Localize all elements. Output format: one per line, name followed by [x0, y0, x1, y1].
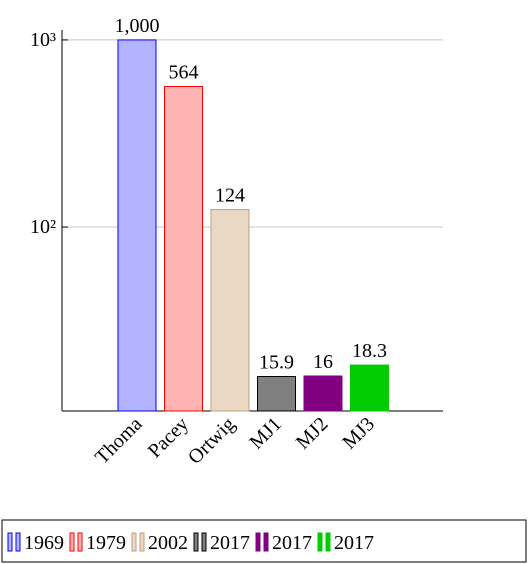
legend-label: 1969 [24, 532, 64, 554]
value-label: 15.9 [259, 352, 294, 374]
legend-swatch [131, 532, 137, 552]
value-label: 124 [215, 185, 245, 207]
bar [210, 209, 250, 412]
bar [117, 39, 157, 412]
legend-swatch [77, 532, 83, 552]
bar [257, 376, 296, 412]
x-tick-label: MJ3 [338, 413, 379, 454]
legend-swatch [193, 532, 199, 552]
y-tick-label: 10³ [30, 29, 56, 51]
legend-swatch [255, 532, 261, 552]
value-label: 16 [313, 351, 333, 373]
legend-swatch [7, 532, 13, 552]
bar [350, 364, 389, 412]
legend-label: 2017 [210, 532, 250, 554]
legend-swatch [201, 532, 207, 552]
legend-swatch [139, 532, 145, 552]
value-label: 1,000 [115, 15, 160, 37]
legend-swatch [317, 532, 323, 552]
legend-label: 2017 [334, 532, 374, 554]
x-tick-label: Thoma [91, 413, 147, 469]
x-tick-label: MJ1 [245, 413, 286, 454]
legend-label: 2017 [272, 532, 312, 554]
x-tick-label: Ortwig [184, 413, 240, 469]
y-tick-label: 10² [30, 216, 56, 238]
bar [164, 85, 203, 412]
legend-swatch [69, 532, 75, 552]
legend-label: 2002 [148, 532, 188, 554]
legend-swatch [263, 532, 269, 552]
x-tick-label: MJ2 [292, 413, 333, 454]
legend-swatch [325, 532, 331, 552]
bar [303, 375, 343, 412]
legend-swatch [15, 532, 21, 552]
legend-label: 1979 [86, 532, 126, 554]
value-label: 18.3 [352, 340, 387, 362]
value-label: 564 [169, 61, 199, 83]
